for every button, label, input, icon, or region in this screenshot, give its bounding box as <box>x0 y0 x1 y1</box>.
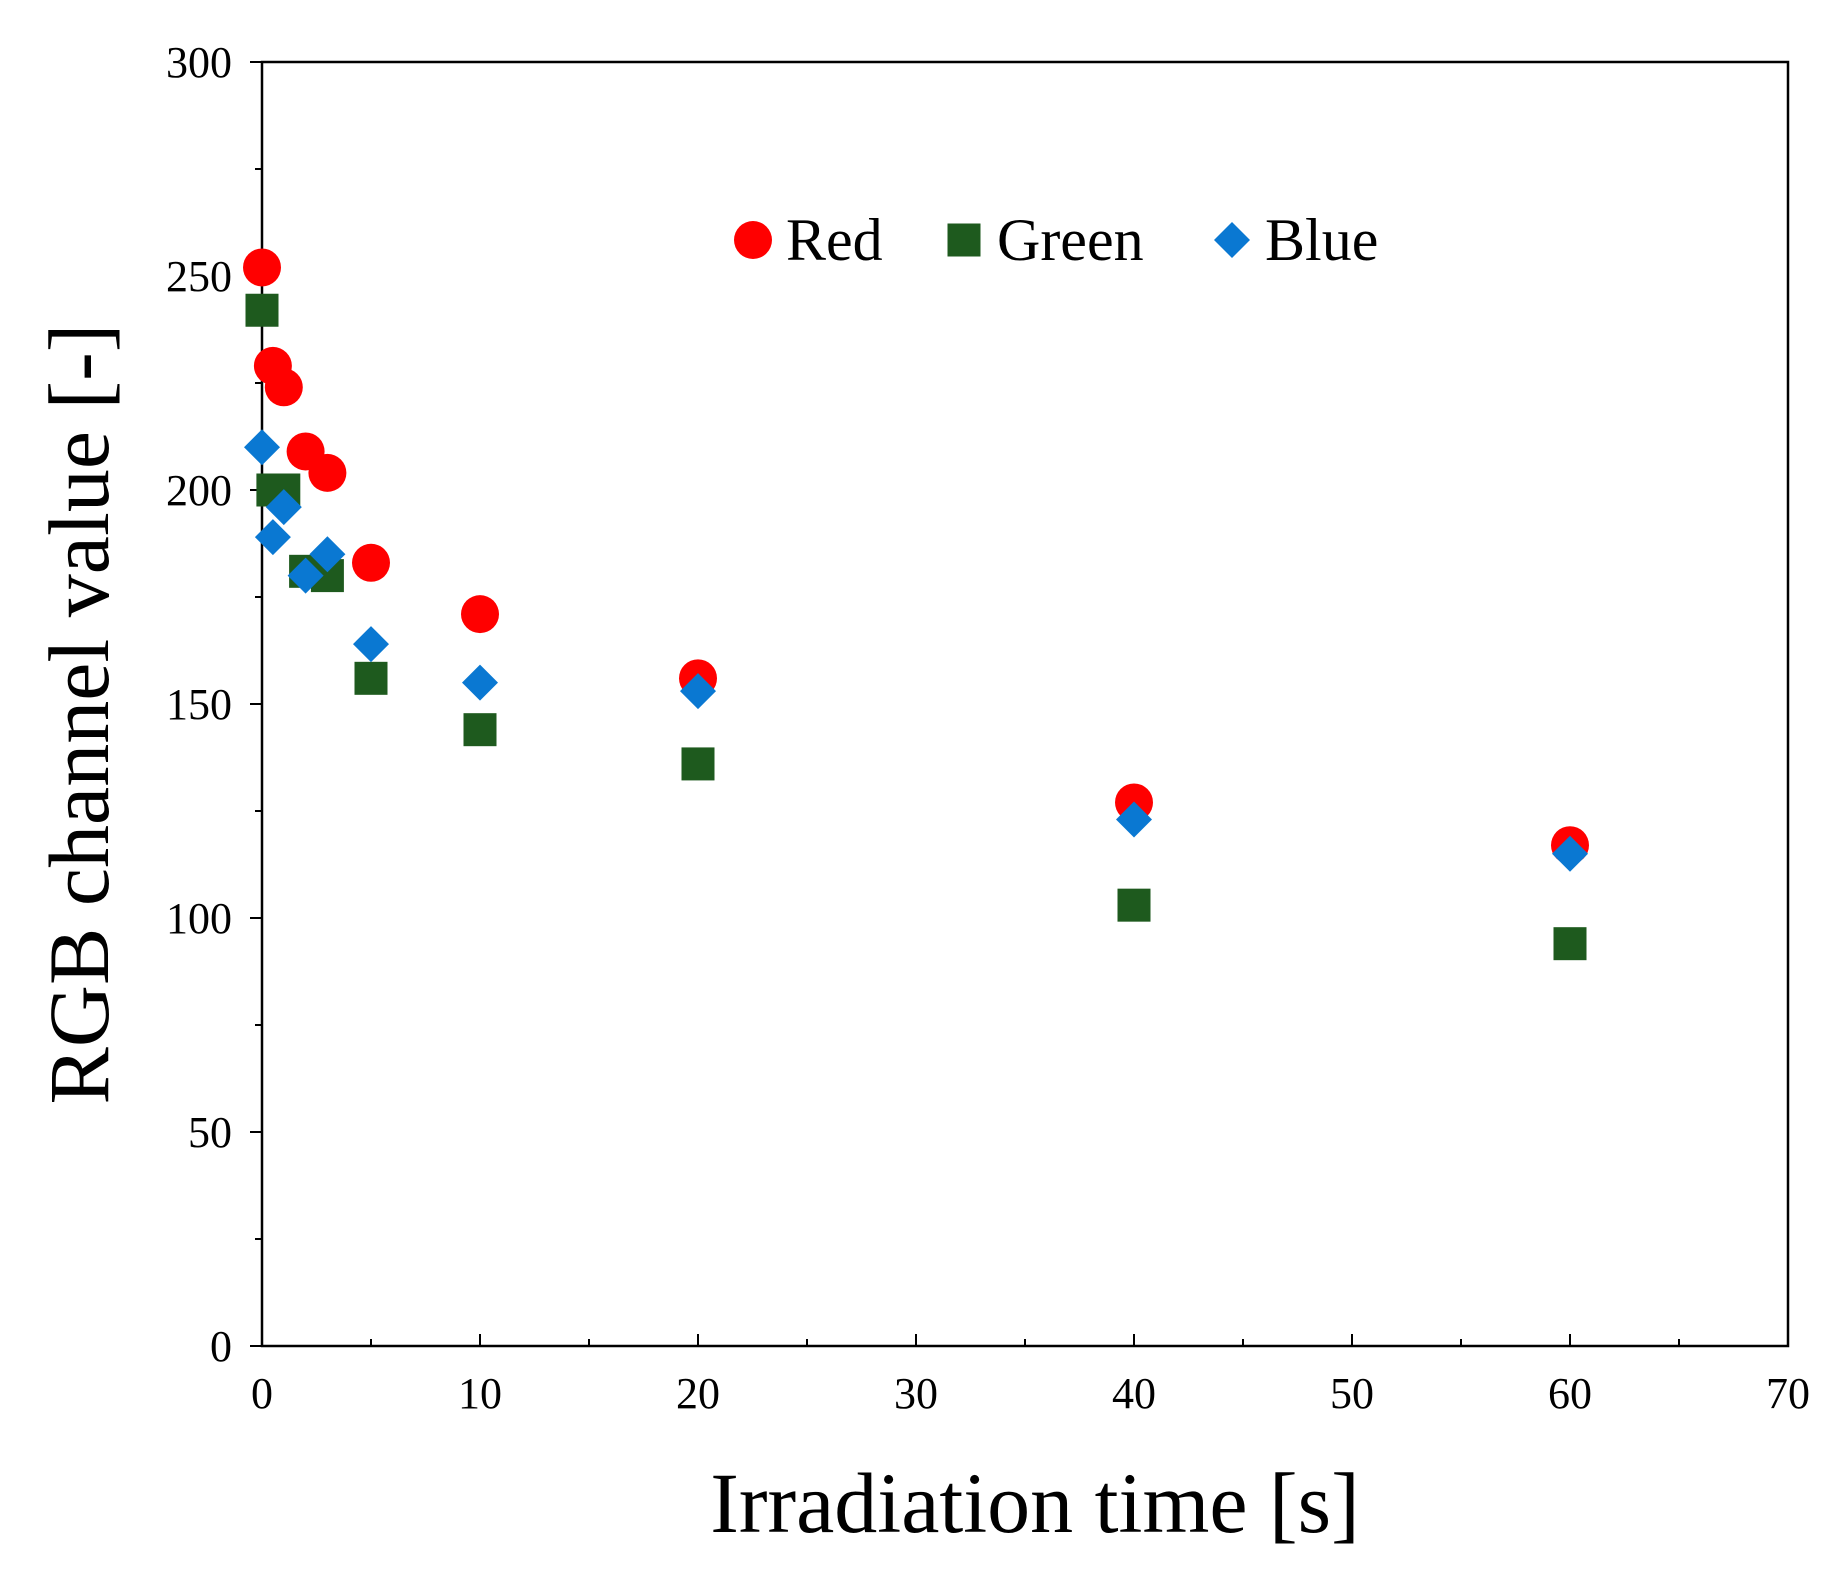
x-axis-title: Irradiation time [s] <box>710 1455 1360 1551</box>
green-point <box>354 661 388 695</box>
x-tick-label: 40 <box>1112 1369 1156 1418</box>
green-point <box>1117 888 1151 922</box>
blue-point <box>1552 835 1588 872</box>
red-point <box>243 248 281 287</box>
blue-point <box>254 519 291 556</box>
legend-marker-green <box>947 223 981 257</box>
blue-point <box>265 489 302 526</box>
plot-frame <box>260 60 1790 1348</box>
x-tick-label: 70 <box>1766 1369 1810 1418</box>
green-point <box>245 293 279 327</box>
y-tick-label: 100 <box>166 894 232 943</box>
x-tick-label: 50 <box>1330 1369 1374 1418</box>
y-tick-label: 50 <box>188 1108 232 1157</box>
legend-label-red: Red <box>786 207 883 273</box>
green-point <box>1553 927 1587 961</box>
y-tick-label: 0 <box>210 1322 232 1371</box>
x-tick-label: 0 <box>251 1369 273 1418</box>
y-tick-label: 300 <box>166 38 232 87</box>
green-point <box>681 747 715 781</box>
legend: Red Green Blue <box>734 207 1378 273</box>
blue-point <box>287 557 324 594</box>
legend-marker-red <box>734 221 772 259</box>
red-point <box>264 368 303 407</box>
blue-point <box>680 673 716 710</box>
legend-marker-blue <box>1214 222 1250 258</box>
x-tick-label: 10 <box>458 1369 502 1418</box>
series-red <box>243 248 1589 865</box>
blue-point <box>462 664 498 701</box>
red-point <box>352 543 390 582</box>
legend-label-green: Green <box>997 207 1144 273</box>
x-tick-label: 20 <box>676 1369 720 1418</box>
y-tick-label: 250 <box>166 252 232 301</box>
legend-label-blue: Blue <box>1265 207 1378 273</box>
x-tick-label: 30 <box>894 1369 938 1418</box>
x-tick-label: 60 <box>1548 1369 1592 1418</box>
red-point <box>308 453 347 492</box>
green-point <box>463 713 497 747</box>
series-green <box>245 293 1587 961</box>
y-axis-title: RGB channel value [-] <box>31 324 127 1105</box>
blue-point <box>309 536 346 573</box>
red-point <box>461 595 499 634</box>
y-tick-label: 150 <box>166 680 232 729</box>
axis-ticks: 0 10 20 30 40 50 60 70 0 50 100 150 200 250 300 <box>166 38 1810 1418</box>
data-points <box>243 248 1589 961</box>
series-blue <box>244 429 1588 872</box>
blue-point <box>353 626 389 663</box>
blue-point <box>1116 801 1152 838</box>
y-tick-label: 200 <box>166 466 232 515</box>
blue-point <box>244 429 280 466</box>
